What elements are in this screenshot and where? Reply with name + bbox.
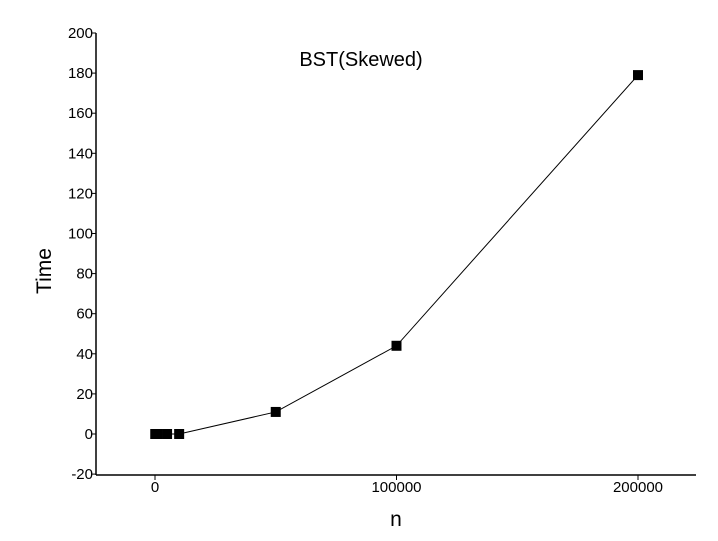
y-axis-title: Time	[33, 248, 56, 294]
series-line	[155, 74, 639, 435]
y-tick-label: 40	[76, 346, 93, 363]
y-ticks: -20 0 20 40 60 80 100 120 140 160 180 200	[68, 25, 96, 483]
y-tick-label: 140	[68, 145, 93, 162]
y-tick-label: 80	[76, 266, 93, 283]
chart-title: BST(Skewed)	[299, 49, 422, 71]
y-tick-label: 60	[76, 306, 93, 323]
y-tick-label: 200	[68, 25, 93, 42]
data-point	[391, 340, 402, 351]
series-lines	[155, 74, 639, 435]
y-tick-label: 0	[85, 426, 93, 443]
data-point	[633, 70, 643, 81]
x-tick-label: 0	[151, 479, 159, 496]
y-tick-label: -20	[71, 466, 93, 483]
y-tick-label: 160	[68, 105, 93, 122]
x-tick-label: 100000	[371, 479, 421, 496]
y-tick-label: 20	[76, 386, 93, 403]
x-tick-label: 200000	[613, 479, 663, 496]
data-point	[152, 429, 163, 439]
y-tick-label: 180	[68, 65, 93, 82]
data-point	[174, 429, 185, 439]
x-ticks: 0 100000 200000	[151, 475, 663, 496]
data-point	[270, 406, 281, 417]
series-markers	[150, 70, 643, 439]
y-tick-label: 120	[68, 185, 93, 202]
data-point	[162, 429, 173, 439]
x-axis-title: n	[390, 508, 402, 531]
y-tick-label: 100	[68, 226, 93, 243]
